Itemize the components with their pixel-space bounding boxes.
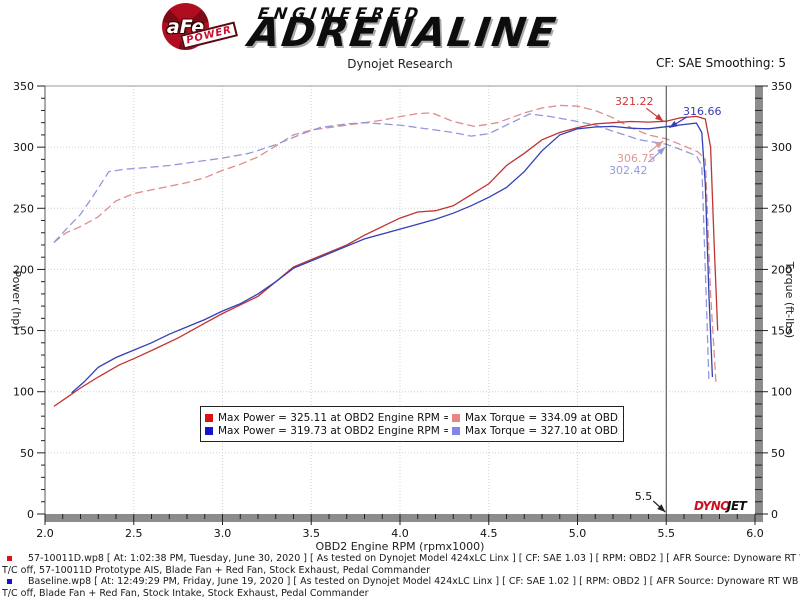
legend-item: Max Torque = 327.10 at OBD2 Engine RPM =… (452, 425, 619, 437)
legend-label: Max Power = 319.73 at OBD2 Engine RPM = … (218, 424, 448, 437)
right-axis-bar (755, 86, 763, 522)
y-tick-label-left: 50 (20, 447, 34, 460)
y-tick-label-left: 0 (27, 508, 34, 521)
legend-label: Max Torque = 327.10 at OBD2 Engine RPM =… (465, 424, 619, 437)
run1-bullet (7, 556, 12, 561)
annotation-321.22: 321.22 (615, 95, 654, 108)
legend-swatch-torque-tuned (452, 413, 460, 422)
x-tick-label: 5.0 (569, 527, 587, 540)
curve-torque-57-10011D (53, 104, 717, 384)
annotation-302.42: 302.42 (609, 164, 648, 177)
annotation-316.66-arrowhead (669, 120, 678, 128)
bottom-axis-bar (45, 514, 763, 522)
x-axis-title: OBD2 Engine RPM (rpmx1000) (316, 540, 485, 553)
x-tick-label: 5.5 (658, 527, 676, 540)
dynojet-logo-dyno: DYNO (694, 499, 730, 513)
x-tick-label: 2.0 (36, 527, 54, 540)
x-tick-label: 4.5 (480, 527, 498, 540)
run2-info-line: Baseline.wp8 [ At: 12:49:29 PM, Friday, … (28, 576, 800, 587)
annotation-306.75-arrowhead (655, 140, 664, 149)
y-tick-label-left: 150 (13, 325, 34, 338)
run1-info-line: 57-10011D.wp8 [ At: 1:02:38 PM, Tuesday,… (28, 553, 800, 564)
legend-item: Max Torque = 334.09 at OBD2 Engine RPM =… (452, 412, 619, 424)
x-tick-label: 3.5 (303, 527, 321, 540)
y-axis-title-right: Torque (ft-lbs) (783, 261, 796, 338)
y-tick-label-right: 250 (771, 202, 792, 215)
y-tick-label-right: 300 (771, 141, 792, 154)
annotation-321.22-arrowhead (655, 113, 664, 122)
y-tick-label-right: 200 (771, 263, 792, 276)
y-tick-label-right: 150 (771, 325, 792, 338)
legend-label: Max Torque = 334.09 at OBD2 Engine RPM =… (465, 411, 619, 424)
x-tick-label: 6.0 (746, 527, 764, 540)
y-tick-label-left: 300 (13, 141, 34, 154)
cursor-label: 5.5 (635, 490, 653, 503)
y-axis-title-left: Power (hp) (10, 270, 23, 329)
cursor-arrowhead (657, 504, 666, 512)
x-tick-label: 2.5 (125, 527, 143, 540)
legend-item: Max Power = 325.11 at OBD2 Engine RPM = … (205, 412, 448, 424)
x-tick-label: 4.0 (391, 527, 409, 540)
legend-swatch-torque-baseline (452, 426, 460, 435)
annotation-316.66: 316.66 (683, 105, 722, 118)
x-tick-label: 3.0 (214, 527, 232, 540)
legend-item: Max Power = 319.73 at OBD2 Engine RPM = … (205, 425, 448, 437)
legend-label: Max Power = 325.11 at OBD2 Engine RPM = … (218, 411, 448, 424)
curve-power-baseline (71, 122, 714, 394)
y-tick-label-right: 50 (771, 447, 785, 460)
y-tick-label-right: 0 (771, 508, 778, 521)
annotation-306.75: 306.75 (617, 152, 656, 165)
dynojet-logo-jet: JET (725, 499, 748, 513)
y-tick-label-left: 250 (13, 202, 34, 215)
run2-bullet (7, 579, 12, 584)
y-tick-label-right: 100 (771, 386, 792, 399)
curve-torque-baseline (53, 113, 710, 380)
legend-box: Max Power = 325.11 at OBD2 Engine RPM = … (200, 406, 624, 442)
run1-notes-line: T/C off, 57-10011D Prototype AIS, Blade … (2, 565, 431, 576)
y-tick-label-left: 100 (13, 386, 34, 399)
cf-smoothing-label: CF: SAE Smoothing: 5 (655, 56, 786, 70)
run2-notes-line: T/C off, Blade Fan + Red Fan, Stock Inta… (2, 588, 369, 599)
curve-power-57-10011D (53, 115, 719, 407)
y-tick-label-left: 350 (13, 80, 34, 93)
y-tick-label-right: 350 (771, 80, 792, 93)
legend-swatch-power-tuned (205, 413, 213, 422)
legend-swatch-power-baseline (205, 426, 213, 435)
chart-title: Dynojet Research (347, 57, 453, 71)
annotation-302.42-arrowhead (657, 147, 666, 155)
y-tick-label-left: 200 (13, 263, 34, 276)
